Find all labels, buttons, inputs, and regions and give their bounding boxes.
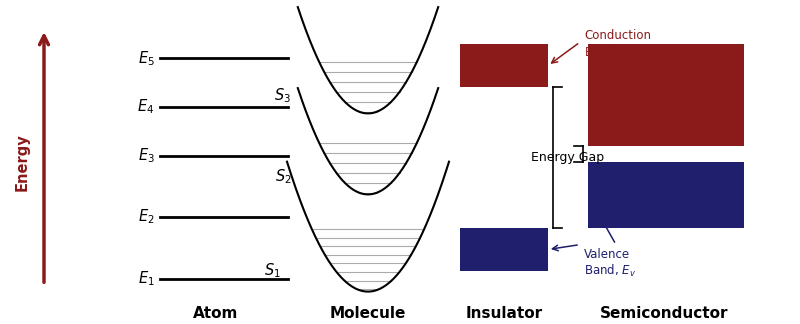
Text: Atom: Atom xyxy=(194,306,238,321)
Text: $E_{3}$: $E_{3}$ xyxy=(138,146,154,165)
Text: Conduction
Band, $E_c$: Conduction Band, $E_c$ xyxy=(584,29,651,61)
Text: $S_{3}$: $S_{3}$ xyxy=(274,87,291,105)
Text: $S_{1}$: $S_{1}$ xyxy=(264,261,281,280)
Bar xyxy=(460,44,548,87)
Text: Energy: Energy xyxy=(15,133,30,191)
Text: $E_{1}$: $E_{1}$ xyxy=(138,269,154,288)
Text: Semiconductor: Semiconductor xyxy=(600,306,728,321)
Bar xyxy=(588,44,744,146)
Text: $E_{2}$: $E_{2}$ xyxy=(138,208,154,226)
Text: Energy Gap: Energy Gap xyxy=(531,151,605,165)
Text: Valence
Band, $E_v$: Valence Band, $E_v$ xyxy=(584,248,636,279)
Text: $S_{2}$: $S_{2}$ xyxy=(274,168,291,186)
Bar xyxy=(460,228,548,271)
Text: Insulator: Insulator xyxy=(466,306,542,321)
Text: Molecule: Molecule xyxy=(330,306,406,321)
Text: $E_{5}$: $E_{5}$ xyxy=(138,49,154,68)
Bar xyxy=(588,162,744,228)
Text: $E_{4}$: $E_{4}$ xyxy=(138,98,154,116)
